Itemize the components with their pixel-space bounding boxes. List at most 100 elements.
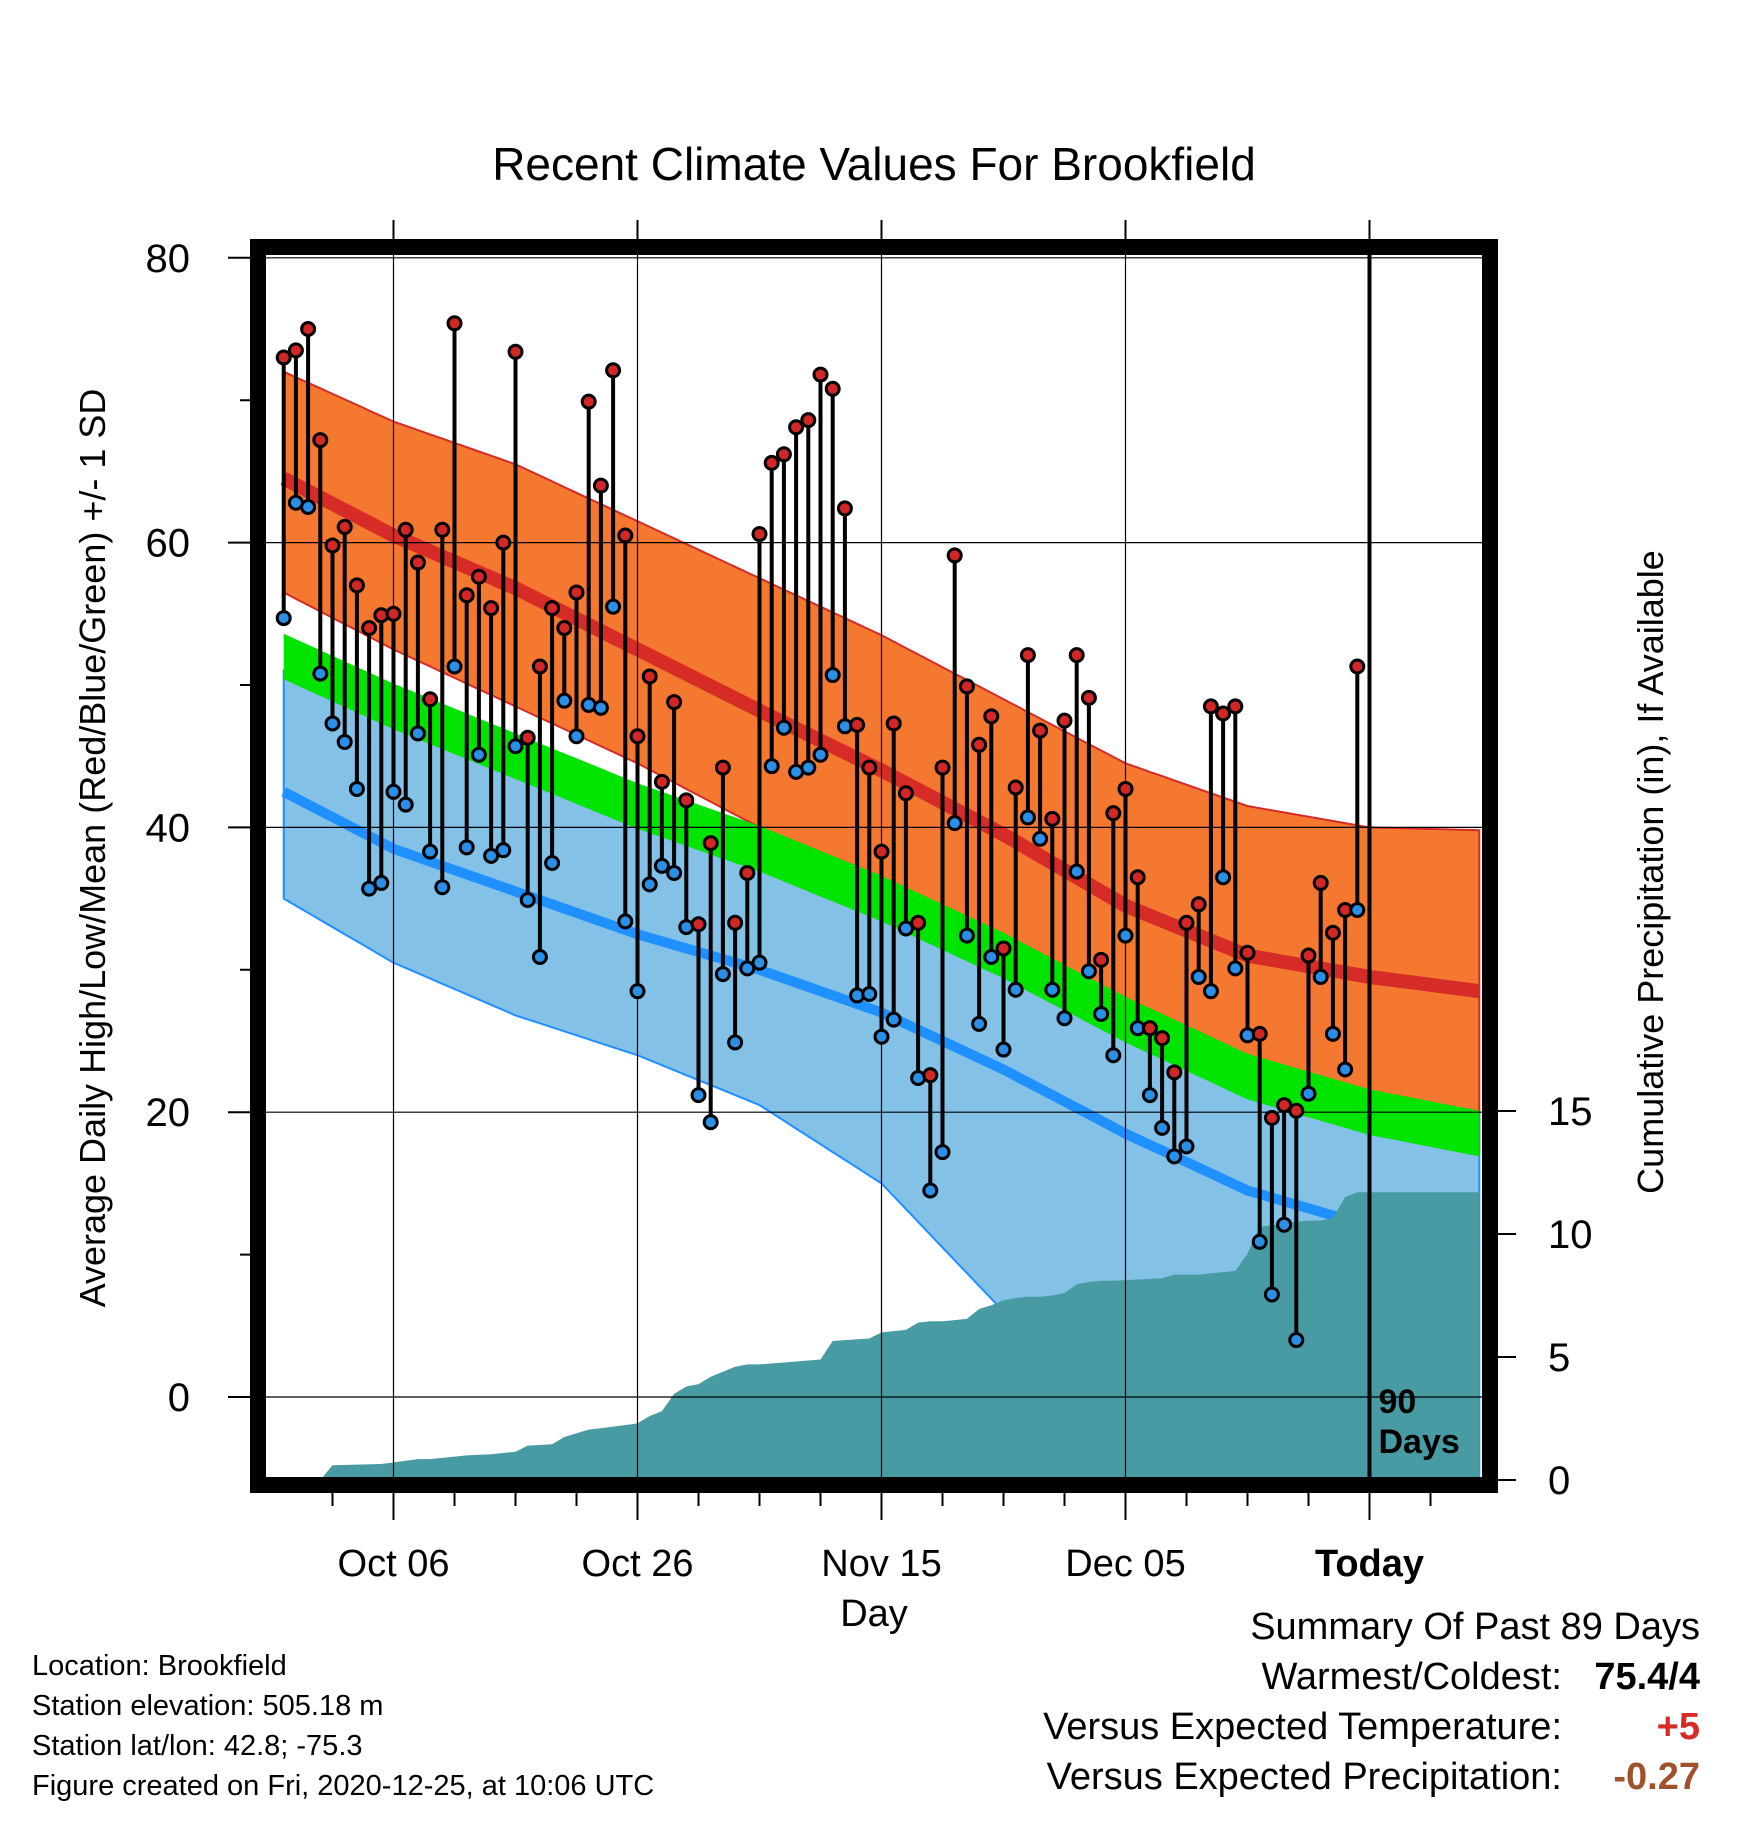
observed-high-point bbox=[702, 835, 719, 852]
observed-high-point bbox=[690, 916, 707, 933]
observed-high-point bbox=[409, 554, 426, 571]
observed-high-point bbox=[922, 1067, 939, 1084]
observed-low-point bbox=[1178, 1138, 1195, 1155]
observed-low-point bbox=[1105, 1047, 1122, 1064]
observed-low-point bbox=[568, 728, 585, 745]
coldest-value: 4 bbox=[1678, 1656, 1700, 1698]
observed-high-point bbox=[275, 349, 292, 366]
observed-high-point bbox=[849, 716, 866, 733]
observed-high-point bbox=[1093, 951, 1110, 968]
observed-high-point bbox=[1276, 1097, 1293, 1114]
y-tick-label: 40 bbox=[146, 806, 191, 850]
observed-high-point bbox=[1105, 805, 1122, 822]
observed-high-point bbox=[495, 534, 512, 551]
observed-low-point bbox=[361, 880, 378, 897]
observed-low-point bbox=[1117, 927, 1134, 944]
y2-tick-label: 0 bbox=[1548, 1459, 1570, 1503]
x-tick-label: Dec 05 bbox=[1065, 1543, 1185, 1585]
observed-high-point bbox=[824, 380, 841, 397]
observed-high-point bbox=[1324, 924, 1341, 941]
observed-low-point bbox=[739, 960, 756, 977]
observed-high-point bbox=[361, 620, 378, 637]
observed-high-point bbox=[958, 678, 975, 695]
observed-low-point bbox=[971, 1015, 988, 1032]
observed-high-point bbox=[1239, 944, 1256, 961]
observed-low-point bbox=[1166, 1148, 1183, 1165]
observed-high-point bbox=[397, 521, 414, 538]
observed-low-point bbox=[1312, 968, 1329, 985]
observed-temperatures bbox=[275, 315, 1366, 1349]
observed-high-point bbox=[470, 568, 487, 585]
observed-high-point bbox=[1349, 658, 1366, 675]
observed-high-point bbox=[1215, 705, 1232, 722]
observed-low-point bbox=[324, 715, 341, 732]
today-marker: 90 Days bbox=[1367, 255, 1460, 1477]
latlon-text: Station lat/lon: 42.8; -75.3 bbox=[32, 1730, 363, 1762]
observed-high-point bbox=[1044, 810, 1061, 827]
summary-panel: Summary Of Past 89 Days Warmest/Coldest:… bbox=[1043, 1602, 1700, 1802]
observed-low-point bbox=[946, 815, 963, 832]
observed-low-point bbox=[605, 598, 622, 615]
observed-low-point bbox=[617, 913, 634, 930]
observed-low-point bbox=[775, 719, 792, 736]
observed-low-point bbox=[897, 920, 914, 937]
observed-high-point bbox=[556, 620, 573, 637]
observed-high-point bbox=[934, 759, 951, 776]
axes: 0 20 40 60 80 0 5 10 15 Oct 06 Oct 26 Nov 15 Dec 05 T… bbox=[146, 220, 1593, 1585]
observed-high-point bbox=[580, 393, 597, 410]
observed-low-point bbox=[1080, 963, 1097, 980]
observed-low-point bbox=[446, 658, 463, 675]
observed-low-point bbox=[336, 733, 353, 750]
observed-high-point bbox=[519, 729, 536, 746]
observed-high-point bbox=[1068, 647, 1085, 664]
y-tick-label: 20 bbox=[146, 1091, 191, 1135]
observed-high-point bbox=[763, 454, 780, 471]
observed-high-point bbox=[653, 773, 670, 790]
today-days-label: 90 Days bbox=[1379, 1383, 1460, 1461]
observed-low-point bbox=[1019, 809, 1036, 826]
observed-high-point bbox=[1288, 1102, 1305, 1119]
observed-low-point bbox=[1141, 1087, 1158, 1104]
observed-low-point bbox=[653, 857, 670, 874]
observed-high-point bbox=[605, 362, 622, 379]
observed-low-point bbox=[1093, 1005, 1110, 1022]
observed-high-point bbox=[1251, 1025, 1268, 1042]
observed-low-point bbox=[531, 948, 548, 965]
plot-frame bbox=[250, 239, 1498, 1493]
observed-low-point bbox=[727, 1034, 744, 1051]
observed-low-point bbox=[812, 746, 829, 763]
observed-high-point bbox=[739, 864, 756, 881]
chart-title: Recent Climate Values For Brookfield bbox=[492, 138, 1256, 190]
observed-high-point bbox=[885, 715, 902, 732]
observed-low-point bbox=[300, 499, 317, 515]
y2-tick-label: 10 bbox=[1548, 1213, 1593, 1257]
summary-temp: Versus Expected Temperature: +5 bbox=[1043, 1702, 1700, 1752]
observed-low-point bbox=[1227, 960, 1244, 977]
observed-low-point bbox=[1251, 1233, 1268, 1250]
observed-high-point bbox=[1056, 712, 1073, 729]
today-label-line: 90 bbox=[1379, 1383, 1417, 1421]
observed-low-point bbox=[592, 699, 609, 716]
observed-low-point bbox=[1215, 869, 1232, 886]
observed-low-point bbox=[714, 966, 731, 983]
observed-high-point bbox=[727, 914, 744, 931]
observed-high-point bbox=[385, 605, 402, 622]
observed-low-point bbox=[1276, 1216, 1293, 1233]
observed-low-point bbox=[922, 1182, 939, 1199]
observed-low-point bbox=[751, 954, 768, 971]
observed-high-point bbox=[775, 446, 792, 463]
observed-high-point bbox=[666, 694, 683, 711]
observed-low-point bbox=[958, 927, 975, 944]
observed-high-point bbox=[446, 315, 463, 332]
x-axis-label: Day bbox=[840, 1593, 908, 1635]
observed-high-point bbox=[1202, 698, 1219, 715]
summary-precip: Versus Expected Precipitation: -0.27 bbox=[1043, 1752, 1700, 1802]
observed-high-point bbox=[995, 940, 1012, 957]
observed-low-point bbox=[983, 948, 1000, 965]
temp-value: +5 bbox=[1656, 1706, 1700, 1748]
observed-high-point bbox=[1300, 947, 1317, 964]
observed-low-point bbox=[519, 892, 536, 909]
warmest-value: 75.4 bbox=[1594, 1656, 1669, 1698]
observed-low-point bbox=[824, 667, 841, 684]
